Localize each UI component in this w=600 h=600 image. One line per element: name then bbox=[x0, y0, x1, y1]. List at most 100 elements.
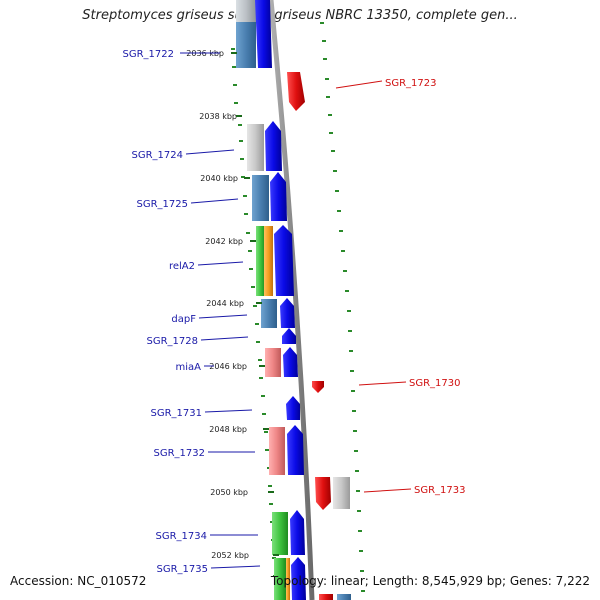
track-dot bbox=[233, 84, 237, 86]
track-dot bbox=[261, 395, 265, 397]
track-dot bbox=[357, 510, 361, 512]
track-dot bbox=[326, 96, 330, 98]
track-dot bbox=[339, 230, 343, 232]
track-dot bbox=[323, 58, 327, 60]
track-dot bbox=[343, 270, 347, 272]
track-dot bbox=[244, 213, 248, 215]
gene-sgr1733-gray[interactable] bbox=[333, 477, 350, 509]
track-dot bbox=[335, 190, 339, 192]
track-dot bbox=[352, 410, 356, 412]
track-dot bbox=[329, 132, 333, 134]
track-dot bbox=[246, 232, 250, 234]
gene-leader-line bbox=[186, 150, 234, 154]
gene-dapf-arrow[interactable] bbox=[280, 298, 295, 328]
track-dot bbox=[248, 250, 252, 252]
track-dot bbox=[238, 124, 242, 126]
track-dot bbox=[269, 503, 273, 505]
track-dot bbox=[353, 430, 357, 432]
gene-miaa-arrow[interactable] bbox=[283, 347, 298, 377]
gene-label-sgr_1734[interactable]: SGR_1734 bbox=[156, 531, 208, 542]
gene-sgr1730-arrow[interactable] bbox=[312, 381, 324, 393]
track-dot bbox=[333, 170, 337, 172]
kbp-tick-label: 2052 kbp bbox=[211, 551, 249, 560]
gene-label-sgr_1724[interactable]: SGR_1724 bbox=[132, 150, 184, 161]
track-dot bbox=[361, 590, 365, 592]
gene-dapf-block[interactable] bbox=[261, 299, 277, 328]
gene-label-sgr_1730[interactable]: SGR_1730 bbox=[409, 378, 461, 389]
track-dot bbox=[356, 490, 360, 492]
track-dot bbox=[253, 305, 257, 307]
kbp-tick-label: 2044 kbp bbox=[206, 299, 244, 308]
track-dot bbox=[350, 370, 354, 372]
gene-label-sgr_1723[interactable]: SGR_1723 bbox=[385, 78, 437, 89]
gene-label-sgr_1725[interactable]: SGR_1725 bbox=[137, 199, 189, 210]
gene-sgr1733-arrow[interactable] bbox=[315, 477, 331, 510]
track-dot bbox=[348, 330, 352, 332]
accession-text: Accession: NC_010572 bbox=[10, 574, 146, 588]
track-dot bbox=[234, 102, 238, 104]
gene-label-sgr_1733[interactable]: SGR_1733 bbox=[414, 485, 466, 496]
track-dot bbox=[349, 350, 353, 352]
track-dot bbox=[262, 413, 266, 415]
track-dot bbox=[355, 470, 359, 472]
track-dot bbox=[251, 286, 255, 288]
gene-rela2-orange[interactable] bbox=[264, 226, 273, 296]
gene-label-sgr_1732[interactable]: SGR_1732 bbox=[154, 448, 206, 459]
gene-label-sgr_1722[interactable]: SGR_1722 bbox=[123, 49, 175, 60]
topology-text: Topology: linear; Length: 8,545,929 bp; … bbox=[271, 574, 590, 588]
gene-bottom-red[interactable] bbox=[319, 594, 333, 600]
gene-leader-line bbox=[201, 337, 248, 340]
track-dot bbox=[337, 210, 341, 212]
track-dot bbox=[360, 570, 364, 572]
gene-sgr1728-arrow[interactable] bbox=[282, 328, 296, 344]
gene-sgr1732-arrow[interactable] bbox=[287, 425, 304, 475]
gene-sgr1734-arrow[interactable] bbox=[290, 510, 305, 555]
gene-leader-line bbox=[198, 262, 243, 265]
gene-sgr1724-block[interactable] bbox=[247, 124, 264, 171]
track-dot bbox=[258, 359, 262, 361]
gene-label-sgr_1731[interactable]: SGR_1731 bbox=[151, 408, 203, 419]
kbp-tick-label: 2050 kbp bbox=[210, 488, 248, 497]
track-dot bbox=[232, 66, 236, 68]
gene-label-sgr_1728[interactable]: SGR_1728 bbox=[147, 336, 199, 347]
track-dot bbox=[239, 140, 243, 142]
track-dot bbox=[264, 431, 268, 433]
track-dot bbox=[341, 250, 345, 252]
gene-sgr1722-top bbox=[236, 0, 256, 22]
track-dot bbox=[231, 48, 235, 50]
gene-leader-line bbox=[211, 566, 260, 568]
gene-label-miaa[interactable]: miaA bbox=[176, 362, 202, 373]
track-dot bbox=[255, 323, 259, 325]
gene-rela2-green[interactable] bbox=[256, 226, 265, 296]
track-dot bbox=[351, 390, 355, 392]
gene-sgr1732-block[interactable] bbox=[269, 427, 285, 475]
track-dot bbox=[359, 550, 363, 552]
gene-sgr1724-arrow[interactable] bbox=[265, 121, 282, 171]
gene-miaa-block[interactable] bbox=[265, 348, 281, 377]
track-dot bbox=[322, 40, 326, 42]
track-dot bbox=[325, 78, 329, 80]
kbp-tick-label: 2046 kbp bbox=[209, 362, 247, 371]
track-dot bbox=[328, 114, 332, 116]
gene-sgr1725-block[interactable] bbox=[252, 175, 269, 221]
gene-label-sgr_1735[interactable]: SGR_1735 bbox=[157, 564, 209, 575]
track-dot bbox=[243, 195, 247, 197]
gene-sgr1734-block[interactable] bbox=[272, 512, 288, 555]
right-gene-labels: SGR_1723 SGR_1730 SGR_1733 bbox=[336, 78, 466, 496]
gene-sgr1723-arrow[interactable] bbox=[287, 72, 305, 111]
track-dot bbox=[268, 485, 272, 487]
gene-bottom-steel[interactable] bbox=[337, 594, 351, 600]
gene-sgr1722-arrow[interactable] bbox=[255, 0, 272, 68]
genome-map: 2036 kbp2038 kbp2040 kbp2042 kbp2044 kbp… bbox=[0, 0, 600, 600]
track-dot bbox=[256, 341, 260, 343]
gene-sgr1731-arrow[interactable] bbox=[286, 396, 300, 420]
gene-leader-line bbox=[359, 382, 406, 385]
gene-label-dapf[interactable]: dapF bbox=[171, 314, 196, 325]
gene-leader-line bbox=[205, 410, 252, 412]
track-dot bbox=[345, 290, 349, 292]
gene-rela2-arrow[interactable] bbox=[274, 225, 294, 296]
gene-label-rela2[interactable]: relA2 bbox=[169, 261, 195, 272]
kbp-tick-label: 2038 kbp bbox=[199, 112, 237, 121]
track-dot bbox=[240, 158, 244, 160]
gene-leader-line bbox=[336, 81, 382, 88]
